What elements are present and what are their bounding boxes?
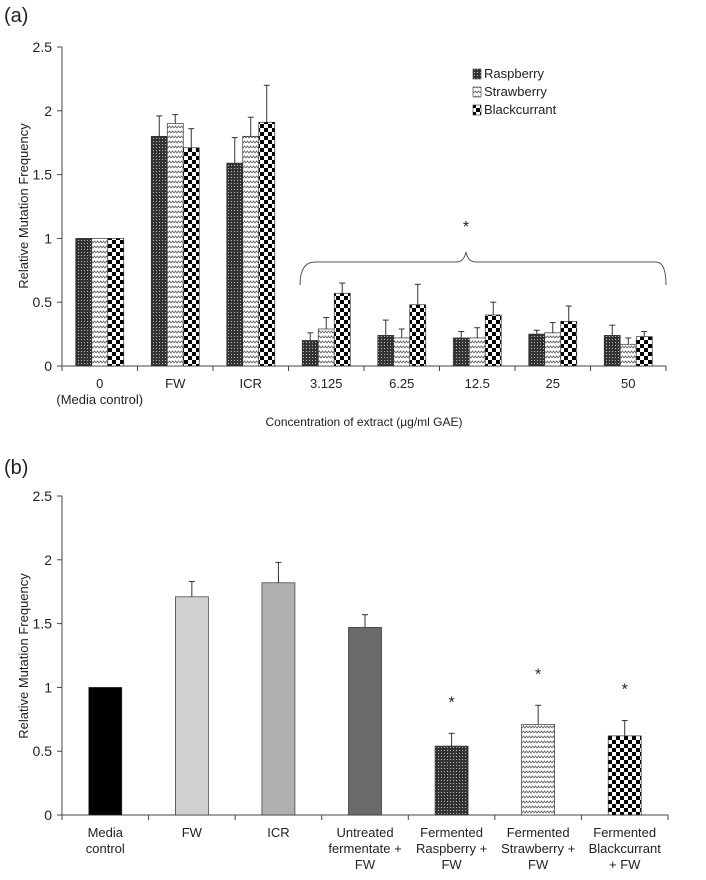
x-axis-label-a: Concentration of extract (µg/ml GAE) — [266, 415, 463, 429]
x-tick-label: Untreated — [336, 825, 393, 840]
bar-strawberry — [544, 332, 562, 367]
bar — [434, 745, 469, 816]
bar — [261, 582, 296, 816]
bar-strawberry — [166, 123, 184, 367]
bar-blackcurrant — [635, 336, 653, 367]
x-tick-label: + FW — [609, 857, 641, 872]
bar-strawberry — [393, 337, 411, 367]
y-tick-label: 0.5 — [33, 294, 53, 310]
x-tick-label: FW — [182, 825, 203, 840]
bar-blackcurrant — [182, 147, 200, 367]
bar-raspberry — [226, 162, 244, 367]
x-tick-label: 6.25 — [389, 376, 414, 391]
panel-label-a: (a) — [4, 5, 28, 27]
bar-strawberry — [242, 135, 260, 367]
legend-label: Raspberry — [484, 66, 544, 81]
y-tick-label: 1 — [44, 230, 52, 246]
legend-swatch — [472, 104, 482, 116]
bar — [607, 735, 642, 816]
significance-star: * — [448, 694, 454, 711]
bar — [348, 627, 382, 816]
legend-swatch — [472, 86, 482, 98]
significance-star: * — [622, 682, 628, 699]
bar-blackcurrant — [107, 238, 125, 367]
x-tick-label: 50 — [621, 376, 635, 391]
significance-star: * — [463, 219, 469, 236]
significance-star: * — [535, 666, 541, 683]
x-tick-label: Fermented — [593, 825, 656, 840]
x-tick-label: 25 — [546, 376, 560, 391]
significance-bracket — [299, 251, 667, 286]
y-tick-label: 2 — [44, 103, 52, 119]
bar-blackcurrant — [258, 121, 276, 367]
x-tick-label: 0 — [96, 376, 103, 391]
bar-raspberry — [603, 335, 621, 367]
y-axis-label-b: Relative Mutation Frequency — [16, 573, 31, 739]
legend-label: Strawberry — [484, 84, 547, 99]
x-tick-label: ICR — [240, 376, 262, 391]
x-tick-label: control — [86, 841, 125, 856]
y-tick-label: 0.5 — [33, 743, 53, 759]
x-tick-label: ICR — [267, 825, 289, 840]
bar — [88, 687, 123, 816]
bar-raspberry — [452, 337, 470, 367]
x-tick-label: FW — [165, 376, 186, 391]
x-tick-label: Blackcurrant — [589, 841, 662, 856]
x-tick-label: Raspberry + — [416, 841, 487, 856]
bar-blackcurrant — [484, 314, 502, 367]
bar-strawberry — [619, 343, 637, 367]
y-tick-label: 2 — [44, 552, 52, 568]
y-tick-label: 1.5 — [33, 616, 53, 632]
bar-raspberry — [377, 335, 395, 367]
bar-raspberry — [75, 238, 93, 367]
x-tick-label: fermentate + — [328, 841, 401, 856]
bar-strawberry — [91, 238, 109, 367]
legend-label: Blackcurrant — [484, 102, 557, 117]
bar-strawberry — [317, 328, 335, 367]
x-tick-label: Strawberry + — [501, 841, 575, 856]
x-tick-label: FW — [528, 857, 549, 872]
x-tick-label: (Media control) — [56, 392, 143, 407]
y-tick-label: 0 — [44, 807, 52, 823]
chart-a: 00.511.522.50(Media control)FW ICR 3.125 6.… — [33, 39, 667, 407]
y-tick-label: 0 — [44, 358, 52, 374]
bar-raspberry — [150, 135, 168, 367]
y-axis-label-a: Relative Mutation Frequency — [16, 123, 31, 289]
x-tick-label: 3.125 — [310, 376, 343, 391]
bar-raspberry — [301, 340, 319, 367]
legend-swatch — [472, 68, 482, 80]
bar — [521, 724, 555, 816]
bar-blackcurrant — [409, 304, 427, 367]
x-tick-label: Fermented — [507, 825, 570, 840]
bar-blackcurrant — [560, 320, 578, 367]
panel-label-b: (b) — [4, 457, 28, 479]
bar — [175, 596, 209, 816]
y-tick-label: 2.5 — [33, 488, 53, 504]
x-tick-label: FW — [441, 857, 462, 872]
y-tick-label: 2.5 — [33, 39, 53, 55]
bar-blackcurrant — [333, 292, 351, 367]
y-tick-label: 1.5 — [33, 167, 53, 183]
bar-raspberry — [528, 333, 546, 367]
bar-strawberry — [468, 337, 486, 367]
x-tick-label: Fermented — [420, 825, 483, 840]
x-tick-label: FW — [355, 857, 376, 872]
y-tick-label: 1 — [44, 679, 52, 695]
x-tick-label: Media — [88, 825, 124, 840]
x-tick-label: 12.5 — [465, 376, 490, 391]
